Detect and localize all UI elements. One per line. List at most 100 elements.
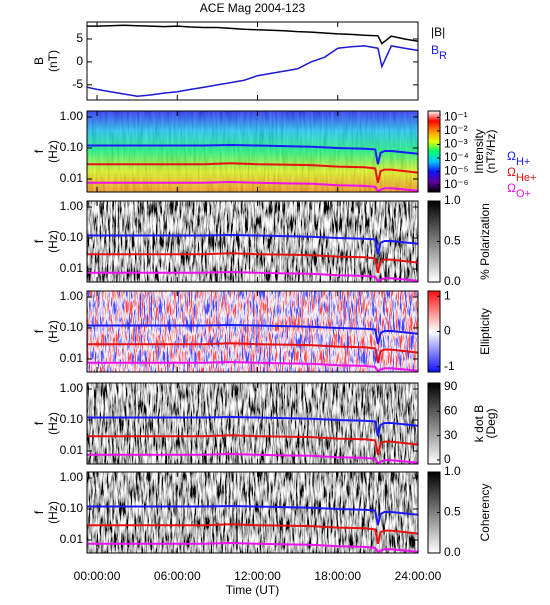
colorbar-tick-label: 0.5 [444, 505, 461, 519]
legend-label: B [431, 43, 439, 57]
gyrofrequency-line [87, 523, 418, 545]
colorbar-tick-label: 10⁻¹ [444, 110, 468, 124]
gyrofrequency-line [87, 360, 418, 372]
gyrofrequency-line [87, 323, 418, 345]
colorbar-tick-label: 10⁻⁶ [444, 177, 469, 191]
colorbar-tick-label: 1 [444, 288, 451, 302]
legend-label: Ω [507, 165, 516, 179]
gyrofrequency-line [87, 143, 418, 165]
legend-subscript: H+ [516, 156, 530, 168]
y-tick-label: 0 [76, 54, 83, 68]
x-tick-label: 00:00:00 [74, 569, 121, 583]
colorbar-tick-label: -1 [444, 359, 455, 373]
y-tick-label: 0.01 [60, 351, 84, 365]
y-tick-label: 0.10 [60, 412, 84, 426]
colorbar-tick-label: 10⁻³ [444, 137, 468, 151]
y-axis-label: (Hz) [46, 230, 60, 253]
y-tick-label: 0.10 [60, 320, 84, 334]
chart-title: ACE Mag 2004-123 [200, 1, 306, 15]
y-axis-label: f [32, 329, 46, 333]
colorbar-tick-label: 90 [444, 379, 458, 393]
panel [87, 383, 418, 464]
x-tick-label: 12:00:00 [234, 569, 281, 583]
legend-entry: ΩH+ [507, 149, 530, 168]
panel [87, 111, 418, 192]
legend-label: |B| [431, 25, 445, 39]
colorbar-label: (Deg) [484, 408, 498, 438]
y-axis-label: f [32, 149, 46, 153]
y-tick-label: 0.01 [60, 261, 84, 275]
gyrofrequency-line [87, 162, 418, 184]
x-axis-label: Time (UT) [226, 583, 280, 597]
gyrofrequency-line [87, 270, 418, 282]
x-tick-label: 06:00:00 [154, 569, 201, 583]
colorbar-label: Ellipticity [478, 308, 492, 355]
colorbar-label: % Polarization [478, 203, 492, 280]
colorbar-label: k dot B [472, 405, 486, 442]
spectrogram-image [87, 201, 418, 282]
colorbar-tick-label: 0 [444, 324, 451, 338]
colorbar-label: Coherency [478, 483, 492, 541]
colorbar-tick-label: 1.0 [444, 193, 461, 207]
y-axis-label: (Hz) [46, 140, 60, 163]
y-tick-label: 1.00 [60, 109, 84, 123]
y-tick-label: 5 [76, 31, 83, 45]
gyrofrequency-line [87, 233, 418, 255]
gyrofrequency-line [87, 452, 418, 464]
data-line [87, 45, 418, 98]
plot-frame [86, 110, 419, 193]
y-tick-label: 0.10 [60, 501, 84, 515]
spectrogram-image [87, 472, 418, 553]
legend-subscript: O+ [516, 188, 531, 200]
spectrogram-image [87, 291, 418, 372]
legend-entry: BR [431, 43, 447, 62]
colorbar-label: Intensity [472, 129, 486, 174]
y-axis-label: (nT) [46, 50, 60, 72]
y-tick-label: -5 [72, 77, 83, 91]
colorbar-tick-label: 1.0 [444, 464, 461, 478]
panel [87, 472, 418, 553]
legend-subscript: He+ [516, 172, 537, 184]
spectrogram-texture [87, 111, 418, 192]
legend-label: Ω [507, 181, 516, 195]
plot-frame [86, 21, 419, 101]
y-tick-label: 0.10 [60, 230, 84, 244]
colorbar-label: (nT²/Hz) [484, 130, 498, 174]
y-axis-label: (Hz) [46, 412, 60, 435]
panel [87, 291, 418, 372]
colorbar-tick-label: 10⁻⁵ [444, 164, 469, 178]
plot-frame [86, 382, 419, 465]
y-axis-label: f [32, 239, 46, 243]
y-tick-label: 1.00 [60, 470, 84, 484]
y-axis-label: f [32, 510, 46, 514]
gyrofrequency-line [87, 342, 418, 364]
gyrofrequency-line [87, 180, 418, 192]
panel [87, 24, 418, 98]
y-tick-label: 0.10 [60, 140, 84, 154]
gyrofrequency-line [87, 504, 418, 526]
colorbar-tick-label: 0.0 [444, 274, 461, 288]
legend-label: Ω [507, 149, 516, 163]
colorbar-tick-label: 0 [444, 452, 451, 466]
legend-entry: |B| [431, 25, 445, 39]
y-axis-label: B [32, 57, 46, 65]
colorbar-tick-label: 30 [444, 428, 458, 442]
y-axis-label: f [32, 421, 46, 425]
gyrofrequency-line [87, 541, 418, 553]
plot-frame [86, 200, 419, 283]
y-tick-label: 1.00 [60, 381, 84, 395]
y-axis-label: (Hz) [46, 501, 60, 524]
y-axis-label: (Hz) [46, 320, 60, 343]
legend-entry: ΩHe+ [507, 165, 536, 184]
y-tick-label: 1.00 [60, 289, 84, 303]
colorbar [427, 382, 441, 465]
legend-subscript: R [439, 50, 447, 62]
x-tick-label: 24:00:00 [395, 569, 442, 583]
colorbar-tick-label: 10⁻² [444, 123, 468, 137]
data-line [87, 24, 418, 45]
colorbar-tick-label: 10⁻⁴ [444, 150, 469, 164]
y-tick-label: 1.00 [60, 199, 84, 213]
gyrofrequency-line [87, 415, 418, 437]
gyrofrequency-line [87, 252, 418, 274]
